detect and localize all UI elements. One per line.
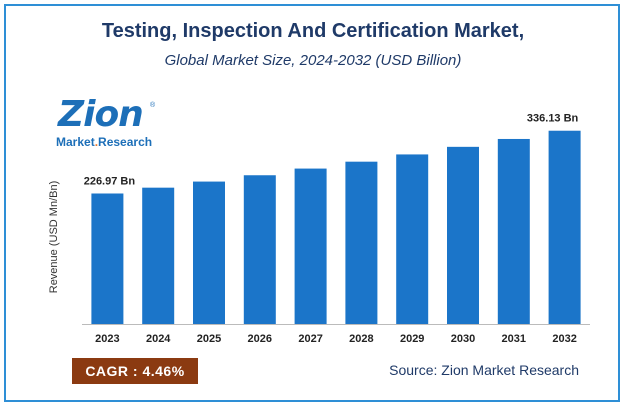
bar-2024 [142,187,175,324]
bar-2023 [91,193,124,324]
x-tick-label-2032: 2032 [552,333,576,345]
zion-logo: Zion ® Market.Research [56,94,156,152]
x-tick-label-2025: 2025 [197,333,221,345]
bar-2025 [193,181,225,324]
logo-sub-part1: Market [56,135,95,149]
bar-2028 [345,161,378,324]
bar-2026 [243,175,276,324]
source-note: Source: Zion Market Research [389,362,579,378]
bar-2027 [294,168,327,324]
x-tick-label-2026: 2026 [248,333,272,345]
x-tick-label-2030: 2030 [451,333,475,345]
cagr-badge: CAGR : 4.46% [72,358,198,384]
bar-2032 [548,130,581,324]
x-tick-label-2024: 2024 [146,333,171,345]
y-axis-label: Revenue (USD Mn/Bn) [48,181,60,294]
logo-sub-dot: . [94,135,99,149]
logo-subtitle: Market.Research [56,135,152,149]
logo-registered-mark: ® [150,102,156,109]
x-tick-label-2029: 2029 [400,333,424,345]
logo-word: Zion [58,94,144,135]
x-tick-label-2027: 2027 [298,333,322,345]
x-tick-label-2028: 2028 [349,333,373,345]
data-label-2023: 226.97 Bn [84,175,136,187]
bar-2030 [447,146,479,324]
chart-subtitle: Global Market Size, 2024-2032 (USD Billi… [164,52,462,69]
data-label-2032: 336.13 Bn [527,113,579,125]
chart-title: Testing, Inspection And Certification Ma… [101,20,525,42]
bar-2029 [396,154,429,324]
x-tick-label-2023: 2023 [95,333,119,345]
x-tick-label-2031: 2031 [502,333,526,345]
bar-2031 [497,138,530,324]
logo-sub-part2: Research [98,135,153,149]
